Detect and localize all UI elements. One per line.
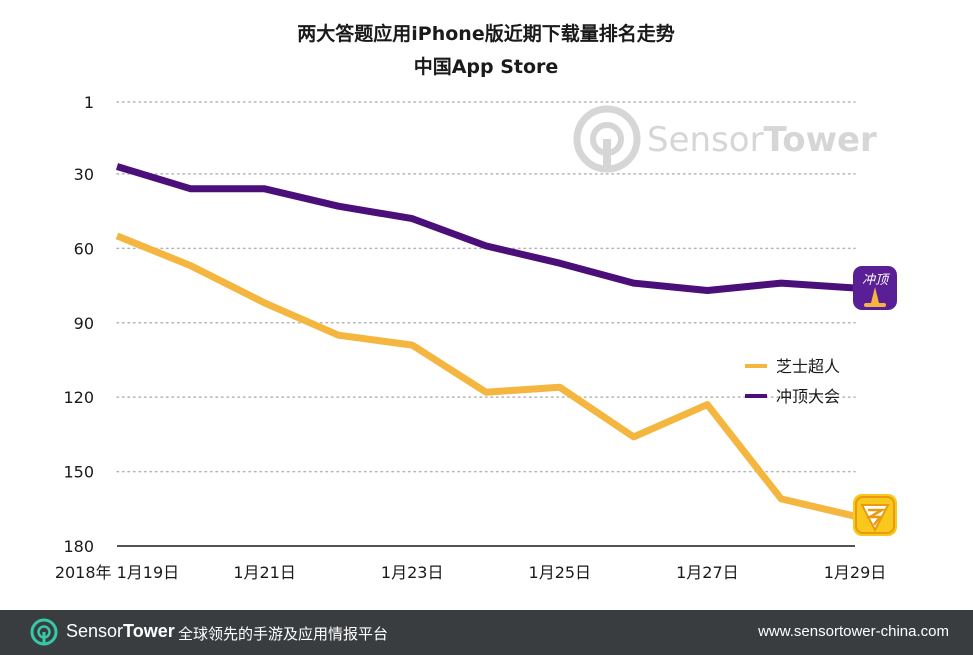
svg-text:SensorTower: SensorTower <box>647 120 877 160</box>
x-tick-label: 1月29日 <box>824 563 887 582</box>
footer-tagline: 全球领先的手游及应用情报平台 <box>178 625 389 643</box>
y-tick-label: 30 <box>74 165 94 184</box>
legend-label-zhishi: 芝士超人 <box>776 357 840 376</box>
sensortower-watermark: SensorTower <box>573 105 877 173</box>
y-tick-label: 120 <box>63 388 94 407</box>
watermark-brand-bold: Tower <box>764 120 878 160</box>
chongding-icon-text: 冲顶 <box>862 273 891 288</box>
footer-bar: SensorTower 全球领先的手游及应用情报平台 www.sensortow… <box>0 610 973 655</box>
sensortower-logo-icon <box>30 618 58 646</box>
y-tick-label: 180 <box>63 537 94 556</box>
series-line-chongding <box>115 163 856 294</box>
x-tick-label: 1月25日 <box>529 563 592 582</box>
watermark-brand-light: Sensor <box>647 120 764 160</box>
legend: 芝士超人 冲顶大会 <box>745 357 840 406</box>
x-tick-labels: 2018年 1月19日 1月21日 1月23日 1月25日 1月27日 1月29日 <box>55 563 886 582</box>
y-tick-label: 90 <box>74 314 94 333</box>
footer-brand: SensorTower <box>66 621 175 642</box>
x-tick-label: 1月27日 <box>676 563 739 582</box>
chongding-app-icon: 冲顶 <box>853 266 897 310</box>
chart-title: 两大答题应用iPhone版近期下载量排名走势 <box>297 22 674 45</box>
y-tick-label: 60 <box>74 239 94 258</box>
series-line-zhishi <box>115 232 856 520</box>
zhishi-app-icon <box>853 494 897 536</box>
legend-label-chongding: 冲顶大会 <box>776 387 840 406</box>
y-tick-label: 150 <box>63 463 94 482</box>
chart: 两大答题应用iPhone版近期下载量排名走势 中国App Store Senso… <box>55 22 897 582</box>
series-lines <box>115 163 856 520</box>
x-tick-label: 1月23日 <box>381 563 444 582</box>
footer-brand-bold: Tower <box>123 621 175 641</box>
sensortower-watermark-icon <box>573 105 641 173</box>
y-tick-label: 1 <box>84 93 94 112</box>
chart-subtitle: 中国App Store <box>414 55 559 78</box>
footer-brand-light: Sensor <box>66 621 124 641</box>
footer-url[interactable]: www.sensortower-china.com <box>758 623 949 640</box>
x-tick-label: 1月21日 <box>233 563 296 582</box>
y-tick-labels: 1 30 60 90 120 150 180 <box>63 93 94 556</box>
x-tick-label: 2018年 1月19日 <box>55 563 179 582</box>
